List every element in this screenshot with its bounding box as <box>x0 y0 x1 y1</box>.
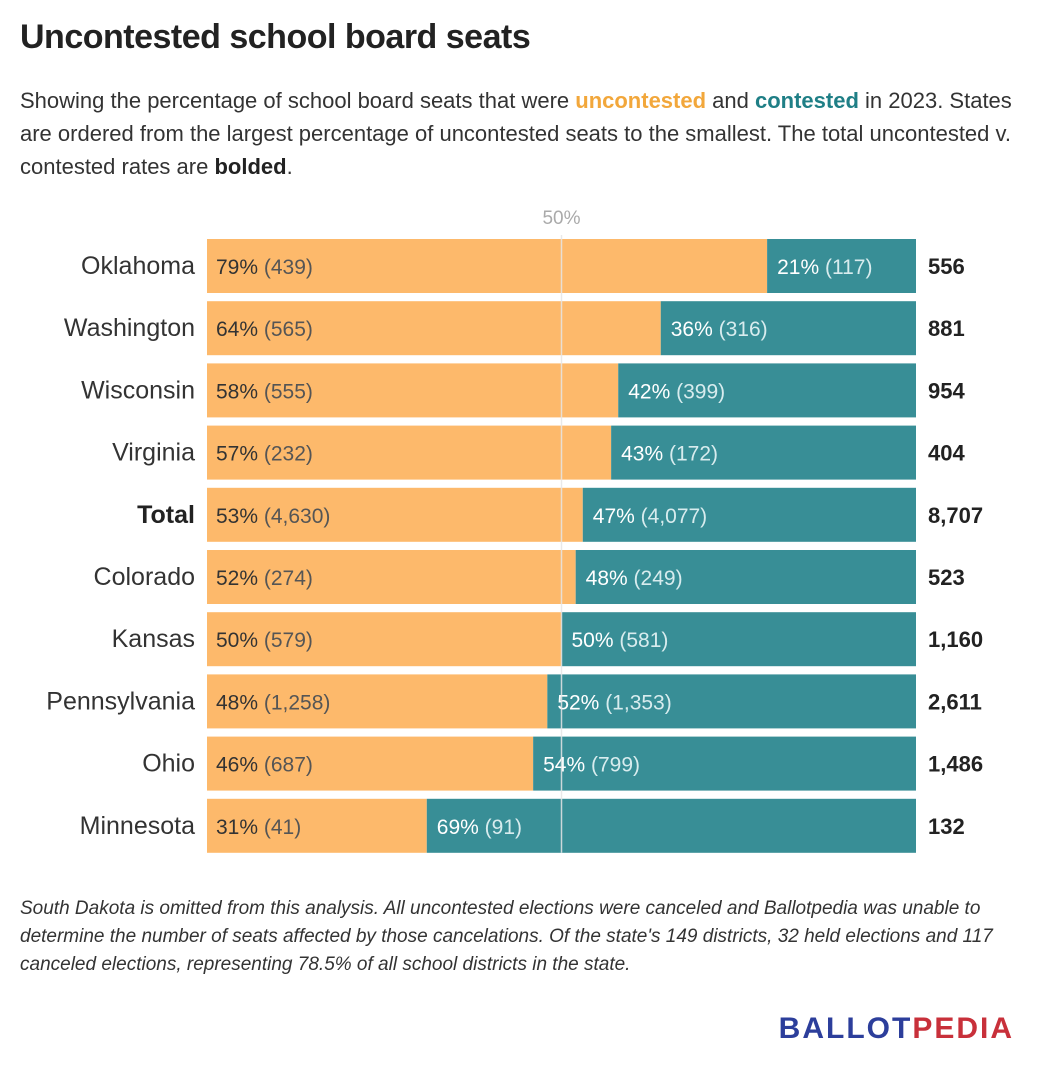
contested-data-label: 36% (316) <box>671 318 768 341</box>
contested-count-label: (172) <box>669 443 718 466</box>
total-seats-label: 132 <box>928 814 965 839</box>
contested-percent-label: 36% <box>671 318 719 341</box>
contested-count-label: (399) <box>676 380 725 403</box>
uncontested-data-label: 31% (41) <box>216 816 301 839</box>
contested-data-label: 50% (581) <box>572 629 669 652</box>
uncontested-count-label: (41) <box>264 816 301 839</box>
total-seats-label: 404 <box>928 441 965 466</box>
total-seats-label: 8,707 <box>928 503 983 528</box>
contested-data-label: 47% (4,077) <box>593 505 707 528</box>
chart-subtitle: Showing the percentage of school board s… <box>20 84 1025 183</box>
chart-title: Uncontested school board seats <box>20 18 530 57</box>
uncontested-data-label: 64% (565) <box>216 318 313 341</box>
contested-percent-label: 21% <box>777 256 825 279</box>
total-seats-label: 1,486 <box>928 752 983 777</box>
total-seats-label: 556 <box>928 254 965 279</box>
contested-count-label: (799) <box>591 754 640 777</box>
uncontested-percent-label: 53% <box>216 505 264 528</box>
uncontested-data-label: 52% (274) <box>216 567 313 590</box>
uncontested-count-label: (4,630) <box>264 505 331 528</box>
contested-data-label: 43% (172) <box>621 443 718 466</box>
uncontested-percent-label: 48% <box>216 691 264 714</box>
total-seats-label: 881 <box>928 316 965 341</box>
contested-percent-label: 43% <box>621 443 669 466</box>
total-seats-label: 523 <box>928 565 965 590</box>
contested-percent-label: 42% <box>628 380 676 403</box>
contested-percent-label: 47% <box>593 505 641 528</box>
uncontested-percent-label: 58% <box>216 380 264 403</box>
logo-part-pedia: PEDIA <box>912 1012 1014 1045</box>
contested-count-label: (249) <box>634 567 683 590</box>
contested-data-label: 21% (117) <box>777 256 872 279</box>
uncontested-data-label: 53% (4,630) <box>216 505 330 528</box>
uncontested-count-label: (274) <box>264 567 313 590</box>
uncontested-data-label: 58% (555) <box>216 380 313 403</box>
uncontested-count-label: (687) <box>264 754 313 777</box>
contested-percent-label: 52% <box>557 691 605 714</box>
ballotpedia-logo: BALLOTPEDIA <box>779 1012 1014 1046</box>
subtitle-uncontested-keyword: uncontested <box>575 88 706 113</box>
uncontested-percent-label: 52% <box>216 567 264 590</box>
subtitle-text-4: . <box>287 154 293 179</box>
uncontested-count-label: (232) <box>264 443 313 466</box>
contested-data-label: 52% (1,353) <box>557 691 671 714</box>
category-label: Pennsylvania <box>46 687 195 715</box>
category-label: Minnesota <box>80 812 195 840</box>
contested-percent-label: 69% <box>437 816 485 839</box>
uncontested-percent-label: 50% <box>216 629 264 652</box>
uncontested-percent-label: 57% <box>216 443 264 466</box>
subtitle-contested-keyword: contested <box>755 88 859 113</box>
contested-data-label: 48% (249) <box>586 567 683 590</box>
contested-percent-label: 50% <box>572 629 620 652</box>
category-label: Washington <box>64 314 195 342</box>
uncontested-data-label: 79% (439) <box>216 256 313 279</box>
uncontested-count-label: (579) <box>264 629 313 652</box>
contested-count-label: (581) <box>619 629 668 652</box>
contested-count-label: (1,353) <box>605 691 672 714</box>
uncontested-count-label: (1,258) <box>264 691 331 714</box>
category-label: Virginia <box>112 439 195 467</box>
category-label: Total <box>137 501 195 529</box>
contested-data-label: 42% (399) <box>628 380 725 403</box>
contested-data-label: 54% (799) <box>543 754 640 777</box>
uncontested-percent-label: 46% <box>216 754 264 777</box>
contested-count-label: (4,077) <box>641 505 708 528</box>
uncontested-percent-label: 31% <box>216 816 264 839</box>
uncontested-data-label: 46% (687) <box>216 754 313 777</box>
total-seats-label: 954 <box>928 378 965 403</box>
subtitle-text-1: Showing the percentage of school board s… <box>20 88 575 113</box>
subtitle-text-2: and <box>706 88 755 113</box>
uncontested-count-label: (565) <box>264 318 313 341</box>
logo-part-ballot: BALLOT <box>779 1012 913 1045</box>
uncontested-count-label: (439) <box>264 256 313 279</box>
contested-count-label: (316) <box>719 318 768 341</box>
uncontested-data-label: 48% (1,258) <box>216 691 330 714</box>
uncontested-data-label: 57% (232) <box>216 443 313 466</box>
contested-percent-label: 54% <box>543 754 591 777</box>
category-label: Kansas <box>112 625 195 653</box>
uncontested-count-label: (555) <box>264 380 313 403</box>
uncontested-percent-label: 79% <box>216 256 264 279</box>
uncontested-data-label: 50% (579) <box>216 629 313 652</box>
total-seats-label: 1,160 <box>928 627 983 652</box>
total-seats-label: 2,611 <box>928 689 982 714</box>
contested-percent-label: 48% <box>586 567 634 590</box>
contested-count-label: (117) <box>825 256 872 279</box>
stacked-bar-chart: Oklahoma 79% (439) 21% (117) 556 Washington 6… <box>0 195 1040 860</box>
contested-data-label: 69% (91) <box>437 816 522 839</box>
footnote: South Dakota is omitted from this analys… <box>20 895 1020 979</box>
uncontested-percent-label: 64% <box>216 318 264 341</box>
category-label: Ohio <box>142 750 195 778</box>
subtitle-bolded-keyword: bolded <box>214 154 286 179</box>
contested-count-label: (91) <box>485 816 522 839</box>
category-label: Oklahoma <box>81 252 195 280</box>
category-label: Wisconsin <box>81 376 195 404</box>
reference-line-label: 50% <box>542 208 580 229</box>
category-label: Colorado <box>94 563 195 591</box>
